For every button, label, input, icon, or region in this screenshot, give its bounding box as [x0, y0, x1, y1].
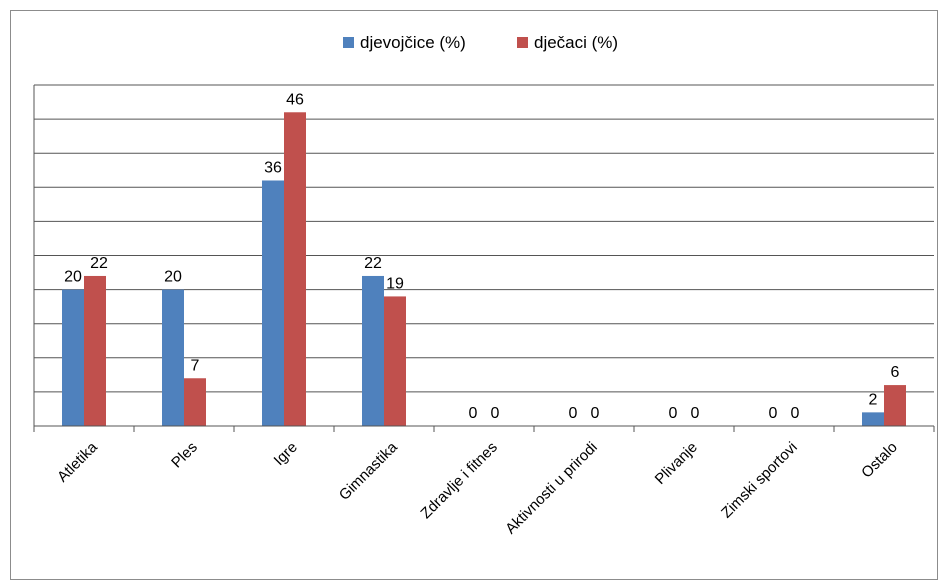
data-label: 19 [386, 275, 404, 292]
data-label: 0 [691, 405, 700, 422]
bar-girls [162, 289, 184, 426]
bar-boys [84, 275, 106, 426]
bar-boys [184, 378, 206, 426]
bar-girls [262, 180, 284, 426]
category-label: Ostalo [858, 439, 901, 482]
x-axis [33, 425, 935, 432]
data-label: 0 [469, 405, 478, 422]
bar-boys [884, 385, 906, 426]
data-label: 22 [364, 255, 382, 272]
category-labels: Atletika Ples Igre Gimnastika Zdravlje i fit… [54, 438, 901, 537]
category-label: Zimski sportovi [718, 439, 801, 522]
legend-label-boys: dječaci (%) [534, 33, 618, 52]
category-label: Plivanje [652, 439, 701, 488]
data-label: 22 [90, 255, 108, 272]
data-label: 20 [164, 269, 182, 286]
legend-label-girls: djevojčice (%) [360, 33, 466, 52]
data-label: 7 [191, 357, 200, 374]
legend-swatch-girls [343, 37, 354, 48]
data-label: 36 [264, 159, 282, 176]
bar-girls [62, 289, 84, 426]
data-label: 2 [869, 391, 878, 408]
data-label: 0 [569, 405, 578, 422]
bar-boys [384, 296, 406, 426]
category-label: Atletika [54, 438, 101, 485]
category-label: Igre [271, 439, 301, 469]
category-label: Ples [168, 439, 201, 472]
data-label: 20 [64, 269, 82, 286]
data-label: 0 [491, 405, 500, 422]
legend: djevojčice (%) dječaci (%) [343, 33, 618, 52]
bar-girls [362, 275, 384, 426]
data-label: 6 [891, 364, 900, 381]
category-label: Gimnastika [336, 438, 402, 504]
legend-swatch-boys [517, 37, 528, 48]
bar-boys [284, 112, 306, 426]
bars [62, 112, 906, 426]
data-label: 0 [591, 405, 600, 422]
category-label: Zdravlje i fitnes [417, 439, 500, 522]
data-label: 46 [286, 91, 304, 108]
data-label: 0 [791, 405, 800, 422]
bar-girls [862, 412, 884, 426]
category-label: Aktivnosti u prirodi [502, 439, 601, 538]
data-label: 0 [769, 405, 778, 422]
data-label: 0 [669, 405, 678, 422]
